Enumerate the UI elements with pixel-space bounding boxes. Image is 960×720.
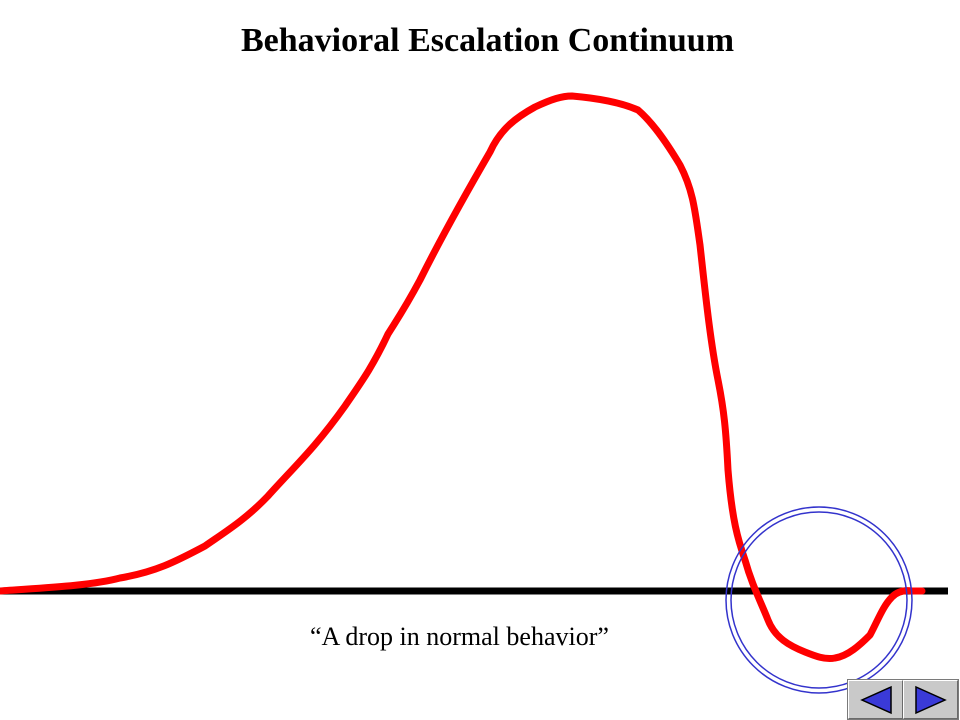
escalation-curve: [0, 92, 926, 662]
highlight-circle-outer: [725, 506, 913, 694]
previous-slide-button[interactable]: [848, 680, 903, 719]
triangle-left-icon: [859, 685, 892, 714]
slide-navigation: [847, 679, 959, 720]
triangle-right-icon: [914, 685, 947, 714]
next-slide-button[interactable]: [903, 680, 958, 719]
slide-title: Behavioral Escalation Continuum: [240, 22, 735, 59]
caption: “A drop in normal behavior”: [310, 622, 609, 651]
highlight-circle-inner: [730, 511, 908, 689]
